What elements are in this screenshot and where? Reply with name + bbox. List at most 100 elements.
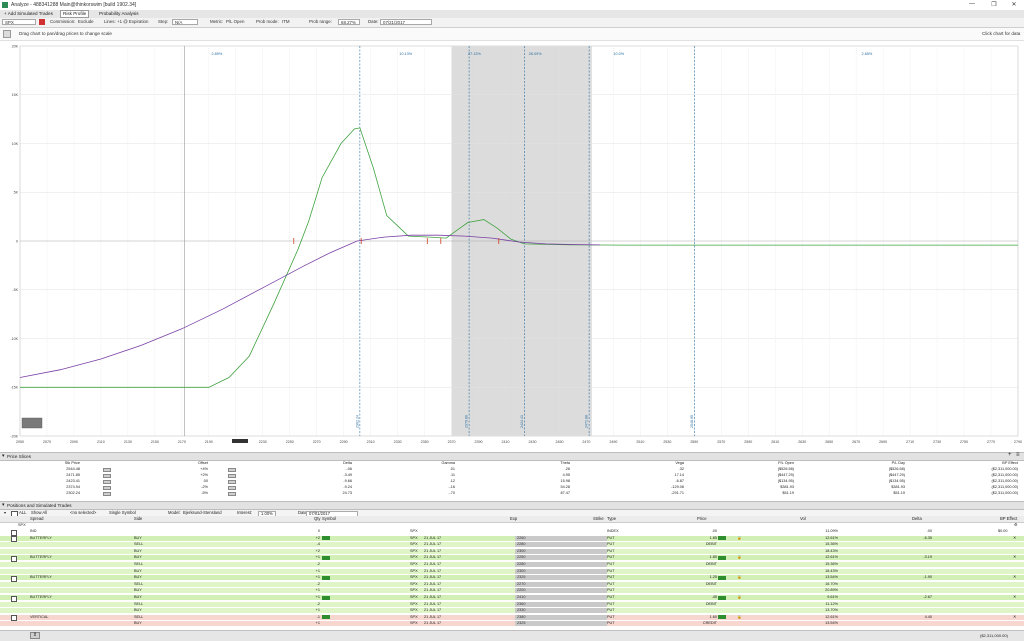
position-row[interactable]: SELL -4 SPX 21 JUL 17 2280 PUT DEBIT 15.36% — [0, 542, 1024, 548]
commission-select[interactable]: Exclude — [78, 19, 94, 24]
position-row[interactable]: BUTTERFLY BUY +1 SPX 21 JUL 17 2325 PUT 1.25 13.… — [0, 575, 1024, 582]
filter-all[interactable]: ALL — [19, 510, 27, 515]
position-exp[interactable]: 21 JUL 17 — [424, 581, 442, 586]
position-row[interactable]: SELL -2 SPX 21 JUL 17 2360 PUT DEBIT 11.12% — [0, 601, 1024, 607]
price-stepper[interactable] — [103, 485, 111, 490]
lock-icon[interactable]: 🔒 — [737, 535, 742, 540]
qty-stepper[interactable] — [322, 555, 330, 560]
position-exp[interactable]: 21 JUL 17 — [424, 614, 442, 619]
position-row[interactable]: BUY +1 SPX 21 JUL 17 2325 PUT CREDIT 13.54% — [0, 621, 1024, 627]
position-exp[interactable]: 21 JUL 17 — [424, 595, 442, 599]
position-exp[interactable]: 21 JUL 17 — [424, 562, 442, 566]
position-price[interactable]: 1.85 — [709, 535, 717, 540]
remove-position-icon[interactable]: ✕ — [1013, 595, 1017, 599]
position-row[interactable]: SELL -2 SPX 21 JUL 17 2280 PUT DEBIT 15.36% — [0, 562, 1024, 567]
expand-panel-button[interactable]: ⇕ — [30, 632, 40, 639]
price-slice-cell[interactable]: 2374.94 — [66, 485, 80, 489]
expand-all-icon[interactable]: ▾ — [4, 510, 7, 515]
position-price[interactable]: DEBIT — [705, 581, 717, 586]
position-checkbox[interactable] — [11, 595, 17, 602]
position-price[interactable]: CREDIT — [702, 621, 717, 626]
position-checkbox[interactable] — [11, 536, 17, 543]
model-select[interactable]: Bjerksund-Stensland — [183, 510, 222, 515]
symbol-select[interactable]: SPX — [2, 19, 36, 25]
tab-probability-analysis[interactable]: Probability Analysis — [99, 11, 139, 16]
position-checkbox[interactable] — [11, 555, 17, 562]
qty-stepper[interactable] — [322, 575, 330, 580]
remove-position-icon[interactable]: ✕ — [1013, 535, 1017, 540]
position-price[interactable]: DEBIT — [705, 601, 717, 606]
lock-icon[interactable]: 🔒 — [737, 614, 742, 619]
position-qty[interactable]: +1 — [315, 608, 320, 613]
offset-stepper[interactable] — [228, 467, 236, 472]
price-slice-cell[interactable]: +2% — [200, 473, 208, 477]
position-exp[interactable]: 21 JUL 17 — [424, 555, 442, 560]
position-row[interactable]: BUY +1 SPX 21 JUL 17 2330 PUT 13.70% — [0, 608, 1024, 614]
qty-stepper[interactable] — [322, 615, 330, 620]
lock-icon[interactable]: 🔒 — [737, 555, 742, 560]
position-qty[interactable]: -4 — [316, 542, 320, 547]
position-exp[interactable]: 21 JUL 17 — [424, 575, 442, 580]
position-row[interactable]: BUY +1 SPX 21 JUL 17 2300 PUT 18.43% — [0, 568, 1024, 574]
position-price[interactable]: DEBIT — [705, 542, 717, 547]
minimize-button[interactable]: — — [969, 1, 975, 7]
risk-profile-chart[interactable]: 2050207020902110213021502170219022102230… — [0, 40, 1024, 450]
prob-range-input[interactable]: 68.27% — [338, 19, 360, 25]
price-stepper[interactable] — [718, 615, 726, 620]
positions-collapse-icon[interactable]: ▾ — [2, 502, 5, 508]
position-strike[interactable]: 2200 — [517, 588, 526, 593]
position-qty[interactable]: +1 — [315, 555, 320, 560]
position-row[interactable]: VERTICAL SELL -1 SPX 21 JUL 17 2380 PUT 1.60 12.… — [0, 614, 1024, 622]
position-row[interactable]: SELL -2 SPX 21 JUL 17 2270 PUT DEBIT 16.70% — [0, 581, 1024, 587]
position-strike[interactable]: 2380 — [517, 614, 526, 619]
position-checkbox[interactable] — [11, 615, 17, 622]
position-price[interactable]: 1.60 — [709, 614, 717, 619]
position-checkbox[interactable] — [11, 529, 17, 536]
position-strike[interactable]: 2410 — [517, 595, 526, 599]
position-strike[interactable]: 2250 — [517, 555, 526, 560]
position-strike[interactable]: 2300 — [517, 568, 526, 573]
position-exp[interactable]: 21 JUL 17 — [424, 568, 442, 573]
position-row[interactable]: BUTTERFLY BUY +1 SPX 21 JUL 17 2410 PUT .45 9.61… — [0, 595, 1024, 602]
position-qty[interactable]: +1 — [315, 568, 320, 573]
price-slice-cell[interactable]: .00 — [202, 479, 208, 483]
position-qty[interactable]: -2 — [316, 581, 320, 586]
position-strike[interactable]: 2260 — [517, 535, 526, 540]
qty-stepper[interactable] — [322, 595, 330, 600]
slice-menu-icon[interactable]: ≡ — [1016, 452, 1020, 458]
lock-icon[interactable]: 🔒 — [737, 575, 742, 580]
position-checkbox[interactable] — [11, 575, 17, 582]
restore-button[interactable]: ❐ — [991, 2, 997, 8]
position-qty[interactable]: +1 — [315, 588, 320, 593]
price-slice-cell[interactable]: 2423.41 — [66, 479, 80, 483]
offset-stepper[interactable] — [228, 485, 236, 490]
date-input[interactable]: 07/21/2017 — [380, 19, 432, 25]
tab-risk-profile[interactable]: Risk Profile — [60, 10, 90, 18]
position-strike[interactable]: 2280 — [517, 542, 526, 547]
position-qty[interactable]: -2 — [316, 601, 320, 606]
position-exp[interactable]: 21 JUL 17 — [424, 621, 442, 626]
offset-stepper[interactable] — [228, 491, 236, 496]
position-row[interactable]: BUY +2 SPX 21 JUL 17 2300 PUT 18.43% — [0, 548, 1024, 554]
price-slice-cell[interactable]: +4% — [200, 467, 208, 471]
position-exp[interactable]: 21 JUL 17 — [424, 535, 442, 540]
position-strike[interactable]: 2360 — [517, 601, 526, 606]
position-exp[interactable]: 21 JUL 17 — [424, 601, 442, 606]
position-strike[interactable]: 2270 — [517, 581, 526, 586]
price-slice-cell[interactable]: 2302.24 — [66, 491, 80, 495]
position-price[interactable]: .00 — [711, 529, 717, 533]
position-price[interactable]: 1.25 — [709, 575, 717, 580]
position-strike[interactable]: 2330 — [517, 608, 526, 613]
remove-position-icon[interactable]: ✕ — [1013, 575, 1017, 580]
show-all-select[interactable]: Show All — [31, 510, 48, 515]
spread-selector[interactable]: <no selected> — [70, 510, 97, 515]
chart-settings-icon[interactable] — [3, 30, 11, 38]
price-slice-cell[interactable]: -5% — [201, 491, 208, 495]
price-stepper[interactable] — [718, 595, 726, 600]
position-row[interactable]: BUY +1 SPX 21 JUL 17 2200 PUT 20.89% — [0, 588, 1024, 594]
price-stepper[interactable] — [718, 555, 726, 560]
group-settings-icon[interactable]: ⚙ — [1014, 523, 1018, 527]
position-price[interactable]: 1.80 — [709, 555, 717, 560]
risk-profile-svg[interactable]: 2050207020902110213021502170219022102230… — [0, 40, 1024, 450]
add-slice-button[interactable]: + — [1008, 452, 1012, 458]
